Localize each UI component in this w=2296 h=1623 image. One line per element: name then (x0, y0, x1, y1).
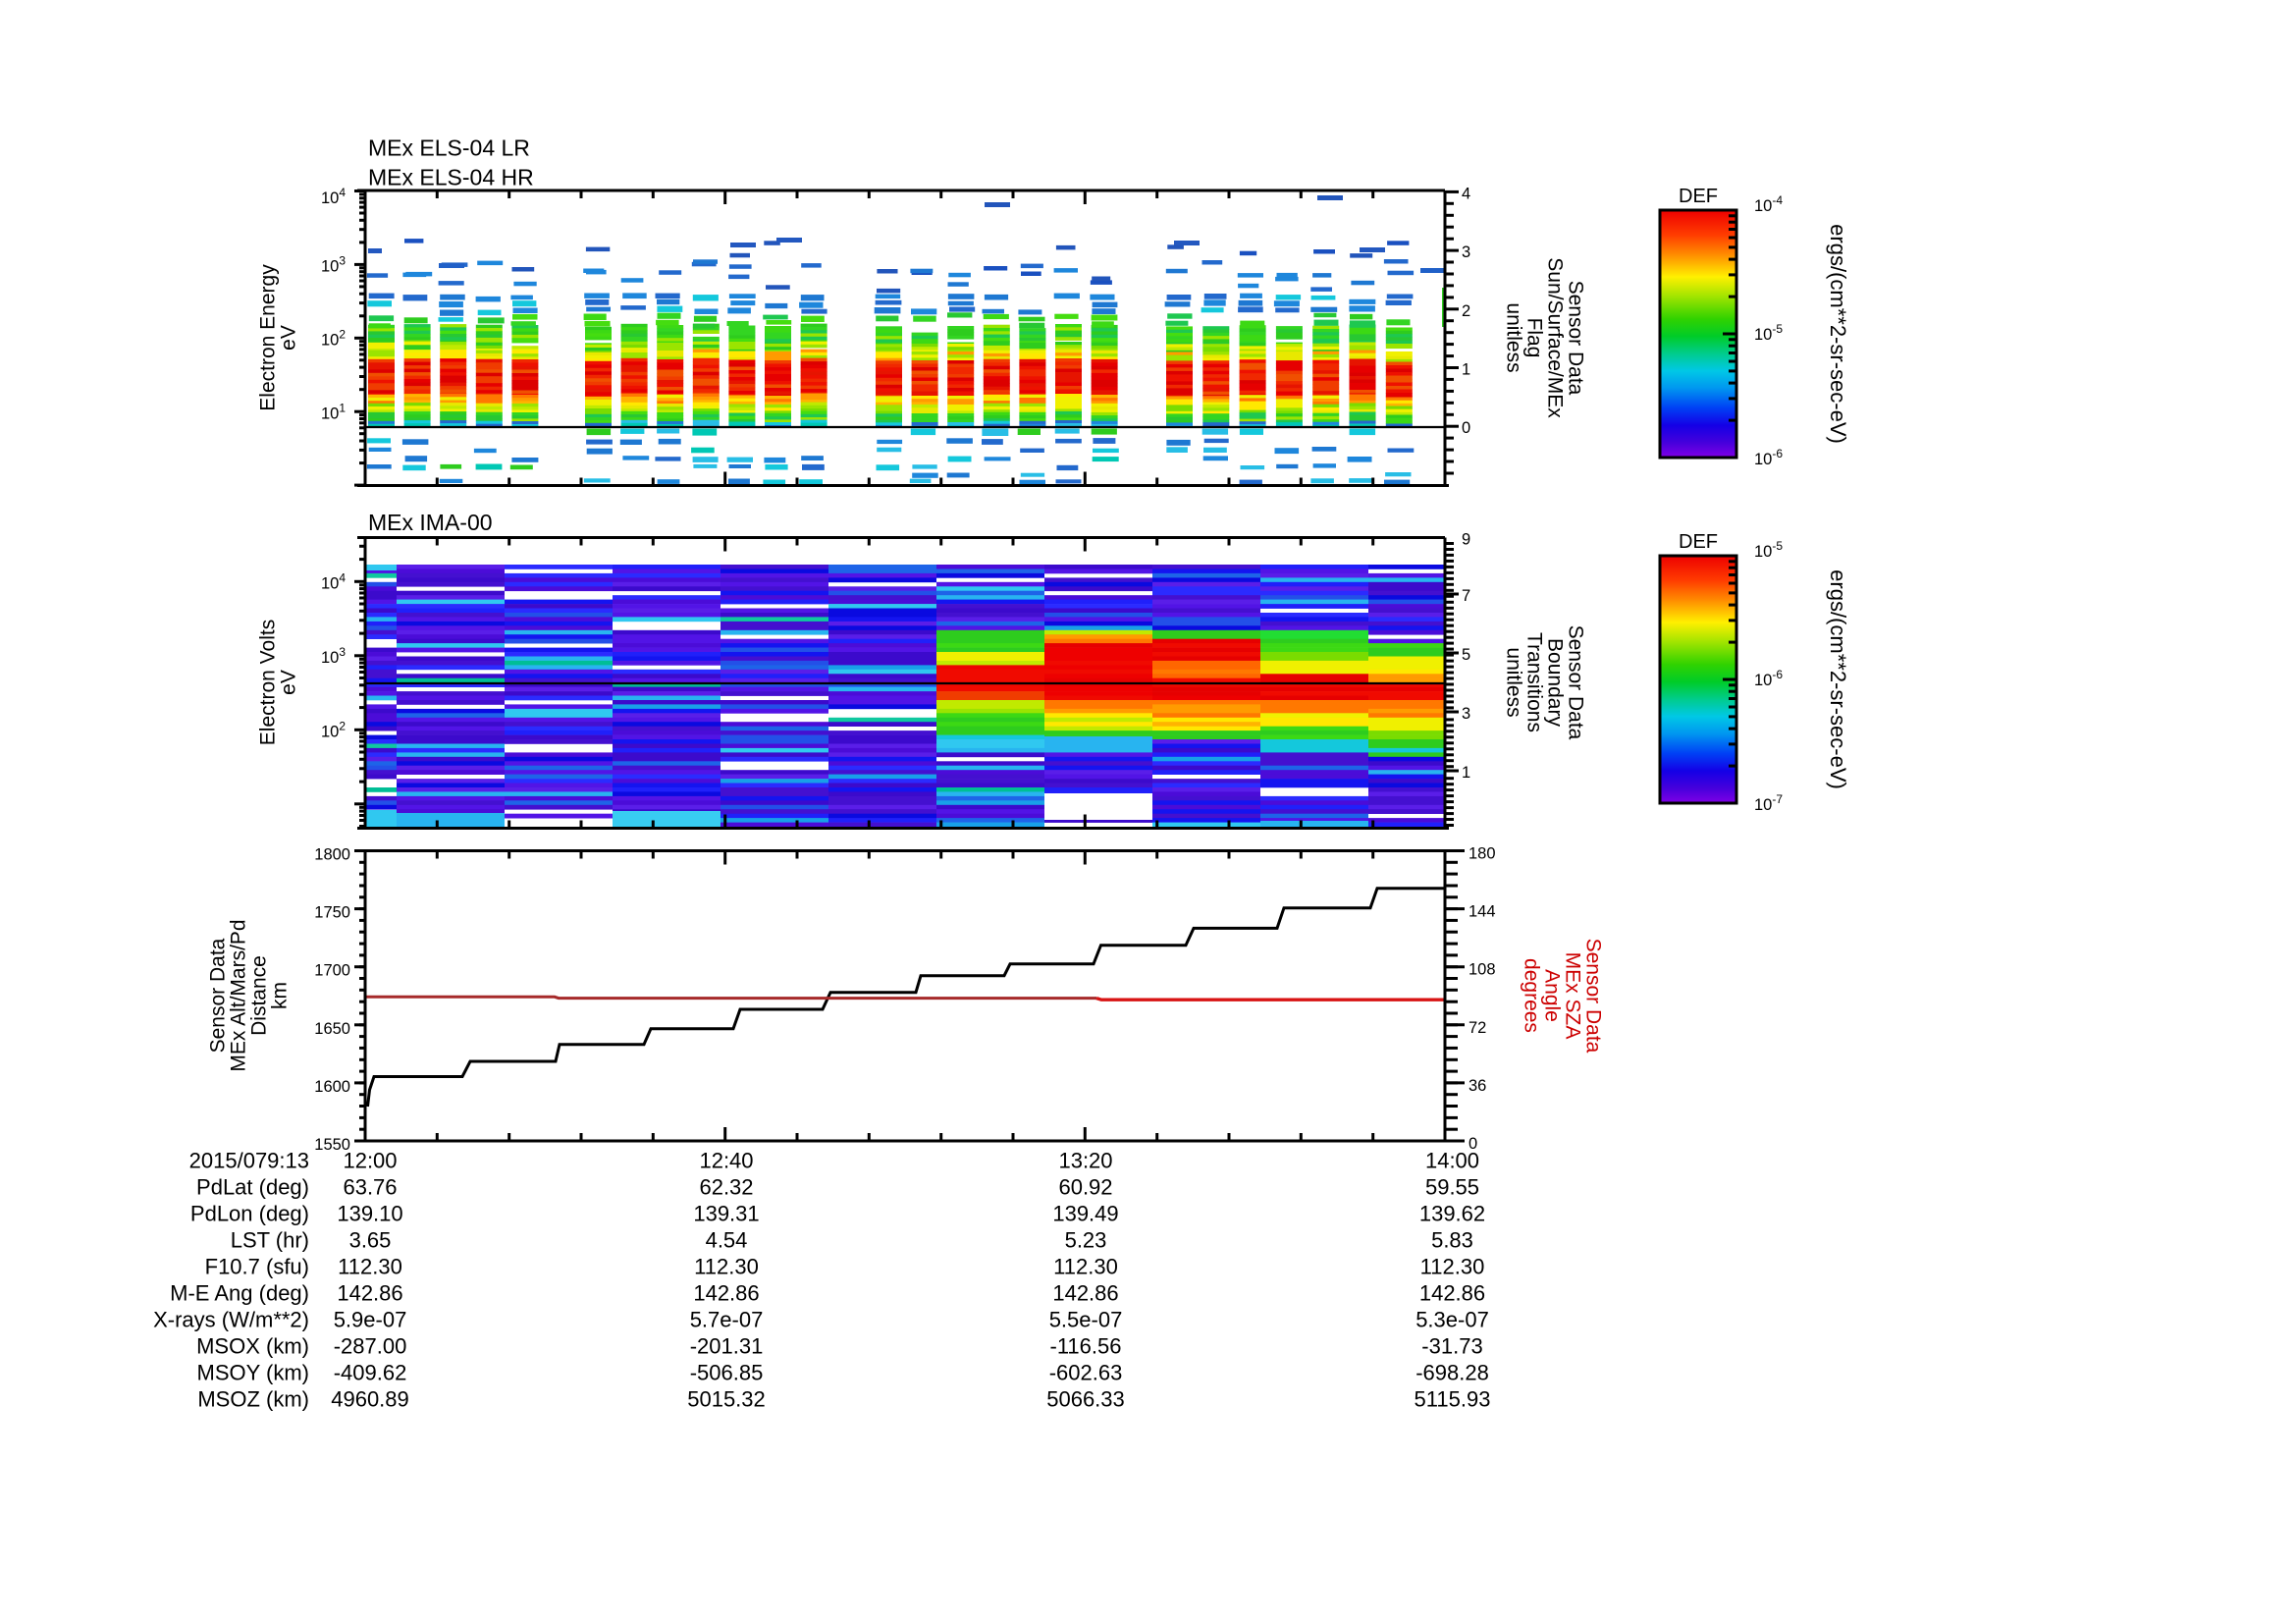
svg-text:1650: 1650 (314, 1020, 350, 1038)
svg-text:5.5e-07: 5.5e-07 (1049, 1308, 1123, 1332)
svg-text:2: 2 (1462, 302, 1470, 320)
svg-text:-287.00: -287.00 (334, 1334, 407, 1359)
svg-text:LST (hr): LST (hr) (231, 1228, 309, 1253)
svg-text:59.55: 59.55 (1425, 1175, 1479, 1200)
svg-text:PdLat (deg): PdLat (deg) (196, 1175, 309, 1200)
svg-text:DEF: DEF (1679, 531, 1718, 553)
svg-text:139.62: 139.62 (1419, 1202, 1485, 1226)
svg-text:5.9e-07: 5.9e-07 (334, 1308, 407, 1332)
svg-text:1: 1 (1462, 361, 1470, 379)
svg-text:5115.93: 5115.93 (1415, 1387, 1491, 1412)
svg-text:12:00: 12:00 (343, 1149, 397, 1173)
svg-text:7: 7 (1462, 587, 1470, 605)
svg-text:0: 0 (1462, 419, 1470, 437)
svg-text:13:20: 13:20 (1058, 1149, 1112, 1173)
svg-text:MEx ELS-04 HR: MEx ELS-04 HR (368, 165, 534, 190)
svg-text:Electron VoltseV: Electron VoltseV (257, 620, 300, 745)
svg-text:Sensor DataSun/Surface/MExFlag: Sensor DataSun/Surface/MExFlagunitless (1503, 257, 1587, 418)
svg-text:5: 5 (1462, 646, 1470, 664)
svg-text:DEF: DEF (1679, 186, 1718, 207)
svg-text:139.31: 139.31 (693, 1202, 759, 1226)
svg-text:9: 9 (1462, 531, 1470, 549)
svg-text:5066.33: 5066.33 (1046, 1387, 1125, 1412)
svg-text:4: 4 (1462, 185, 1470, 202)
svg-text:142.86: 142.86 (1052, 1281, 1118, 1306)
svg-text:F10.7 (sfu): F10.7 (sfu) (205, 1255, 309, 1279)
svg-text:5.23: 5.23 (1065, 1228, 1107, 1253)
svg-text:0: 0 (1468, 1135, 1477, 1153)
svg-text:-602.63: -602.63 (1049, 1361, 1123, 1385)
svg-text:2015/079:13: 2015/079:13 (189, 1149, 309, 1173)
svg-text:3.65: 3.65 (349, 1228, 392, 1253)
svg-text:MSOZ (km): MSOZ (km) (197, 1387, 309, 1412)
svg-text:MEx ELS-04 LR: MEx ELS-04 LR (368, 135, 530, 161)
svg-text:ergs/(cm**2-sr-sec-eV): ergs/(cm**2-sr-sec-eV) (1826, 224, 1850, 444)
svg-text:142.86: 142.86 (337, 1281, 402, 1306)
svg-text:36: 36 (1468, 1077, 1486, 1095)
svg-text:112.30: 112.30 (1053, 1255, 1118, 1279)
svg-text:5.83: 5.83 (1431, 1228, 1473, 1253)
svg-text:MEx IMA-00: MEx IMA-00 (368, 510, 493, 535)
svg-text:60.92: 60.92 (1058, 1175, 1112, 1200)
svg-text:108: 108 (1468, 961, 1496, 979)
svg-text:MSOX (km): MSOX (km) (196, 1334, 309, 1359)
svg-text:142.86: 142.86 (693, 1281, 759, 1306)
svg-text:1550: 1550 (314, 1136, 350, 1154)
svg-text:63.76: 63.76 (343, 1175, 397, 1200)
svg-text:12:40: 12:40 (699, 1149, 753, 1173)
svg-text:112.30: 112.30 (694, 1255, 759, 1279)
svg-text:5015.32: 5015.32 (687, 1387, 766, 1412)
svg-text:72: 72 (1468, 1019, 1486, 1037)
svg-text:1: 1 (1462, 764, 1470, 782)
svg-text:1800: 1800 (314, 846, 350, 864)
svg-text:3: 3 (1462, 243, 1470, 261)
svg-text:Sensor DataMEx Alt/Mars/PdDist: Sensor DataMEx Alt/Mars/PdDistancekm (207, 919, 292, 1071)
svg-text:139.10: 139.10 (337, 1202, 402, 1226)
svg-text:5.7e-07: 5.7e-07 (690, 1308, 764, 1332)
svg-text:M-E Ang (deg): M-E Ang (deg) (170, 1281, 309, 1306)
svg-text:4960.89: 4960.89 (331, 1387, 409, 1412)
svg-text:-201.31: -201.31 (690, 1334, 764, 1359)
svg-text:4.54: 4.54 (706, 1228, 748, 1253)
svg-text:MSOY (km): MSOY (km) (197, 1361, 309, 1385)
svg-text:5.3e-07: 5.3e-07 (1415, 1308, 1489, 1332)
svg-text:-116.56: -116.56 (1050, 1334, 1122, 1359)
svg-text:112.30: 112.30 (1420, 1255, 1485, 1279)
svg-text:-698.28: -698.28 (1415, 1361, 1489, 1385)
svg-text:1700: 1700 (314, 962, 350, 980)
svg-text:62.32: 62.32 (699, 1175, 753, 1200)
svg-text:180: 180 (1468, 845, 1496, 863)
svg-text:112.30: 112.30 (338, 1255, 402, 1279)
svg-text:3: 3 (1462, 705, 1470, 723)
svg-text:-506.85: -506.85 (690, 1361, 764, 1385)
svg-text:1600: 1600 (314, 1078, 350, 1096)
svg-text:-409.62: -409.62 (334, 1361, 407, 1385)
svg-text:ergs/(cm**2-sr-sec-eV): ergs/(cm**2-sr-sec-eV) (1826, 569, 1850, 789)
svg-text:144: 144 (1468, 903, 1496, 921)
svg-text:1750: 1750 (314, 904, 350, 922)
svg-text:14:00: 14:00 (1425, 1149, 1479, 1173)
svg-text:Sensor DataMEx SZAAngledegrees: Sensor DataMEx SZAAngledegrees (1521, 939, 1605, 1054)
svg-text:-31.73: -31.73 (1421, 1334, 1482, 1359)
svg-text:X-rays (W/m**2): X-rays (W/m**2) (153, 1308, 309, 1332)
svg-text:Electron EnergyeV: Electron EnergyeV (257, 264, 300, 411)
svg-text:PdLon (deg): PdLon (deg) (190, 1202, 309, 1226)
svg-text:142.86: 142.86 (1419, 1281, 1485, 1306)
svg-text:139.49: 139.49 (1052, 1202, 1118, 1226)
svg-text:Sensor DataBoundaryTransitions: Sensor DataBoundaryTransitionsunitless (1503, 625, 1587, 740)
